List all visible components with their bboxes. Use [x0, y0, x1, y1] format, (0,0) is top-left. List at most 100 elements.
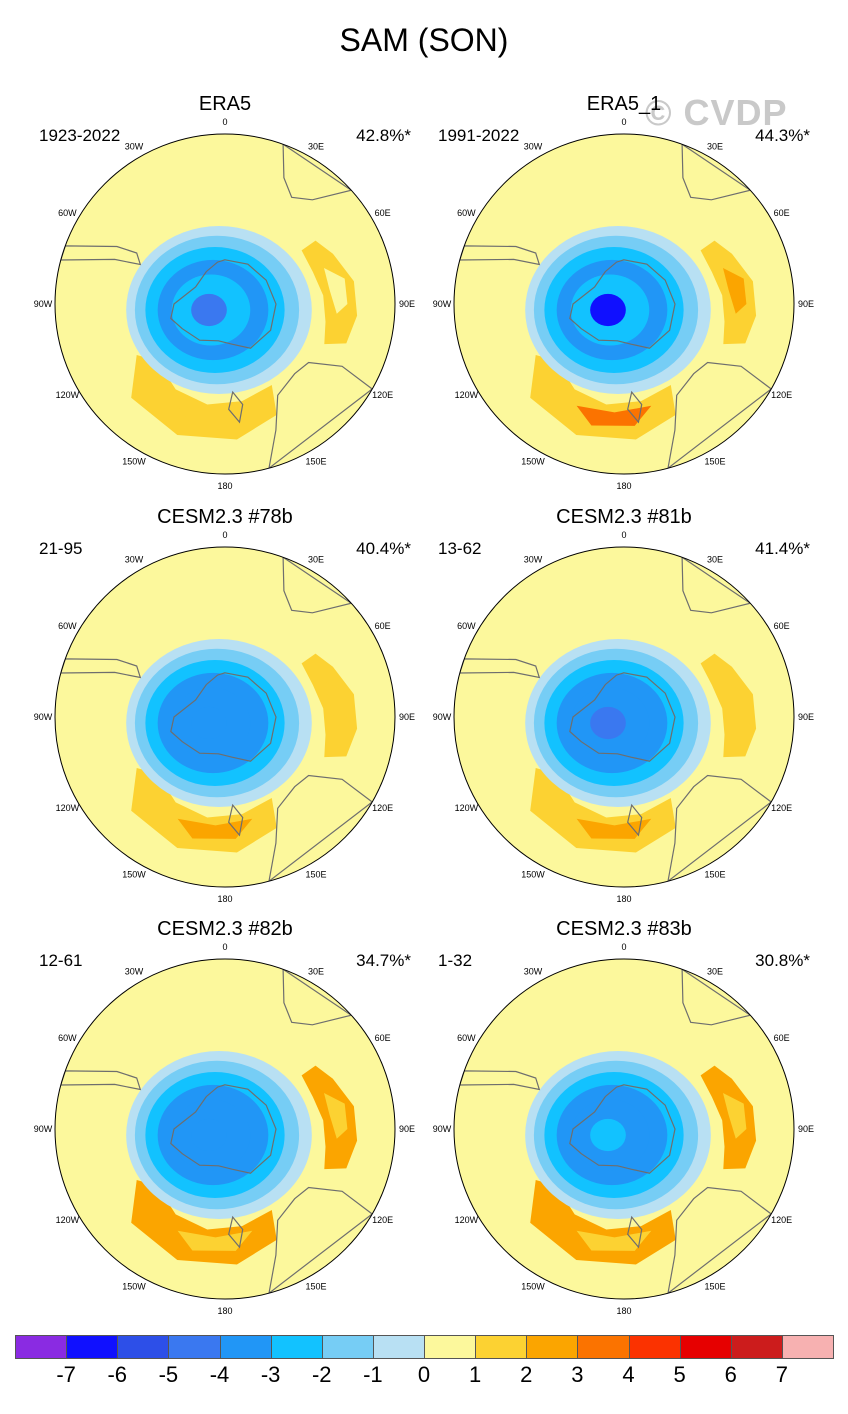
- longitude-label: 150E: [305, 1282, 326, 1292]
- colorbar-tick-label: -6: [107, 1362, 128, 1387]
- longitude-label: 120E: [372, 390, 393, 400]
- longitude-label: 90W: [433, 712, 452, 722]
- longitude-label: 180: [616, 894, 631, 904]
- coastline: [627, 1215, 643, 1249]
- colorbar-swatch: [117, 1335, 170, 1359]
- longitude-label: 120W: [56, 803, 80, 813]
- pacific-core-anomaly: [576, 405, 652, 426]
- pacific-core-anomaly: [177, 405, 253, 426]
- longitude-label: 60E: [375, 621, 391, 631]
- longitude-label: 60W: [457, 621, 476, 631]
- map-border: [54, 133, 396, 475]
- coastline: [268, 774, 374, 883]
- longitude-label: 60E: [375, 208, 391, 218]
- colorbar-tick-label: -3: [260, 1362, 281, 1387]
- longitude-label: 30W: [125, 554, 144, 564]
- coastline: [282, 143, 353, 201]
- panel-period: 1923-2022: [39, 126, 121, 145]
- longitude-label: 30W: [524, 141, 543, 151]
- longitude-label: 0: [621, 530, 626, 540]
- indian-core-anomaly: [324, 268, 348, 314]
- indian-positive-anomaly: [700, 653, 757, 758]
- colorbar-swatch: [168, 1335, 221, 1359]
- longitude-label: 30E: [308, 141, 324, 151]
- longitude-label: 60E: [774, 208, 790, 218]
- colorbar-swatch: [270, 1335, 323, 1359]
- panel-title: ERA5_1: [586, 93, 662, 115]
- coastline: [282, 556, 353, 614]
- indian-core-anomaly: [723, 268, 747, 314]
- longitude-label: 180: [616, 1306, 631, 1316]
- longitude-label: 150W: [521, 870, 545, 880]
- longitude-label: 120W: [455, 390, 479, 400]
- coastline: [569, 1084, 676, 1174]
- colorbar-swatch: [526, 1335, 579, 1359]
- coastline: [170, 672, 277, 762]
- coastline: [569, 259, 676, 349]
- polar-map: 0 30E 60E 90E 120E 150E 180 150W 120W 90W 60W 30W: [433, 942, 814, 1316]
- coastline: [667, 1186, 773, 1295]
- colorbar-swatch: [15, 1335, 68, 1359]
- longitude-label: 90E: [798, 712, 814, 722]
- longitude-label: 30W: [125, 141, 144, 151]
- longitude-label: 30E: [707, 554, 723, 564]
- colorbar-tick-label: 2: [520, 1362, 533, 1387]
- panel-cesm-83b: CESM2.3 #83b 1-32 30.8%* 0 30E 60E 90E 120E 1…: [424, 918, 824, 1318]
- longitude-label: 60W: [457, 208, 476, 218]
- coastline: [681, 968, 752, 1026]
- coastline: [170, 259, 277, 349]
- polar-negative-contour: [191, 706, 227, 740]
- map-border: [54, 958, 396, 1300]
- panel-variance-explained: 30.8%*: [755, 951, 810, 970]
- longitude-label: 60W: [58, 208, 77, 218]
- polar-negative-contour: [590, 1118, 626, 1152]
- longitude-label: 180: [616, 481, 631, 491]
- longitude-label: 90W: [34, 299, 53, 309]
- longitude-label: 0: [222, 117, 227, 127]
- polar-map: 0 30E 60E 90E 120E 150E 180 150W 120W 90W 60W 30W: [34, 117, 415, 491]
- colorbar-swatch: [66, 1335, 119, 1359]
- panel-variance-explained: 41.4%*: [755, 539, 810, 558]
- longitude-label: 30E: [308, 966, 324, 976]
- indian-positive-anomaly: [700, 1065, 757, 1170]
- longitude-label: 150W: [122, 870, 146, 880]
- longitude-label: 150W: [521, 457, 545, 467]
- indian-core-anomaly: [723, 1093, 747, 1139]
- longitude-label: 120E: [771, 1215, 792, 1225]
- colorbar-swatch: [730, 1335, 783, 1359]
- coastline: [268, 361, 374, 470]
- longitude-label: 0: [621, 942, 626, 952]
- colorbar-swatch: [321, 1335, 374, 1359]
- map-border: [453, 133, 795, 475]
- coastline: [228, 390, 244, 424]
- indian-core-anomaly: [324, 681, 348, 727]
- colorbar-tick-label: -4: [209, 1362, 230, 1387]
- longitude-label: 150W: [122, 457, 146, 467]
- colorbar-tick-label: 1: [469, 1362, 482, 1387]
- colorbar-tick-label: 5: [673, 1362, 686, 1387]
- longitude-label: 30E: [308, 554, 324, 564]
- longitude-label: 30W: [524, 966, 543, 976]
- longitude-label: 90E: [399, 712, 415, 722]
- panel-variance-explained: 34.7%*: [356, 951, 411, 970]
- longitude-label: 150E: [305, 870, 326, 880]
- longitude-label: 60W: [58, 621, 77, 631]
- longitude-label: 150W: [521, 1282, 545, 1292]
- coastline: [170, 1084, 277, 1174]
- polar-negative-contour: [590, 293, 626, 327]
- colorbar-tick-label: 6: [724, 1362, 737, 1387]
- colorbar-tick-label: -7: [56, 1362, 76, 1387]
- colorbar-tick-label: -2: [311, 1362, 332, 1387]
- panel-title: CESM2.3 #81b: [556, 506, 692, 528]
- pacific-core-anomaly: [177, 818, 253, 839]
- longitude-label: 120W: [56, 1215, 80, 1225]
- indian-positive-anomaly: [301, 1065, 358, 1170]
- panel-title: CESM2.3 #83b: [556, 918, 692, 940]
- coastline: [667, 361, 773, 470]
- colorbar-tick-label: -5: [158, 1362, 179, 1387]
- longitude-label: 0: [621, 117, 626, 127]
- figure-title: SAM (SON): [339, 22, 509, 58]
- polar-negative-contour: [191, 293, 227, 327]
- longitude-label: 90E: [399, 299, 415, 309]
